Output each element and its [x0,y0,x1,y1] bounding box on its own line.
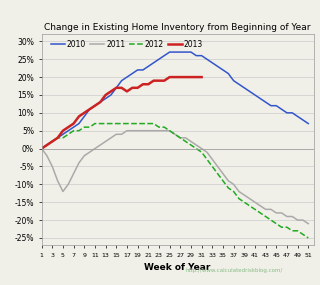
2013 [125,90,129,93]
2010 [40,147,44,150]
2013 [77,115,81,118]
2013 [141,83,145,86]
2012 [130,122,134,125]
Line: 2013: 2013 [42,77,202,148]
2010 [237,83,241,86]
2013 [82,111,86,115]
2013 [136,86,140,89]
2011 [120,133,124,136]
2012 [104,122,108,125]
2010 [120,79,124,82]
2013 [50,140,54,143]
2013 [130,86,134,89]
2013 [194,76,198,79]
2011 [306,222,310,225]
2013 [178,76,182,79]
2012 [40,147,44,150]
2012 [221,179,225,182]
2013 [200,76,204,79]
2013 [40,147,44,150]
2012 [237,197,241,200]
Line: 2012: 2012 [42,124,308,238]
2013 [61,129,65,133]
X-axis label: Week of Year: Week of Year [144,263,211,272]
2012 [301,233,305,236]
2013 [66,125,70,129]
2011 [130,129,134,133]
2010 [221,68,225,72]
2013 [88,107,92,111]
2013 [157,79,161,82]
2011 [98,143,102,147]
2013 [168,76,172,79]
2013 [93,104,97,107]
2011 [221,172,225,175]
2010 [301,118,305,122]
2013 [72,122,76,125]
2013 [56,136,60,140]
Legend: 2010, 2011, 2012, 2013: 2010, 2011, 2012, 2013 [51,40,203,49]
2013 [173,76,177,79]
2013 [120,86,124,89]
2011 [125,129,129,133]
Line: 2011: 2011 [42,131,308,224]
Title: Change in Existing Home Inventory from Beginning of Year: Change in Existing Home Inventory from B… [44,23,311,32]
2010 [98,100,102,104]
2012 [306,236,310,240]
2010 [168,50,172,54]
2013 [162,79,166,82]
2012 [93,122,97,125]
2013 [98,100,102,104]
2011 [237,190,241,193]
2013 [104,93,108,97]
2013 [184,76,188,79]
2010 [306,122,310,125]
2013 [146,83,150,86]
Text: http://www.calculatedriskblog.com/: http://www.calculatedriskblog.com/ [186,268,283,273]
2013 [152,79,156,82]
2013 [109,90,113,93]
2013 [45,143,49,147]
2013 [114,86,118,89]
2013 [189,76,193,79]
Line: 2010: 2010 [42,52,308,148]
2011 [301,218,305,222]
2010 [125,76,129,79]
2012 [125,122,129,125]
2011 [40,147,44,150]
